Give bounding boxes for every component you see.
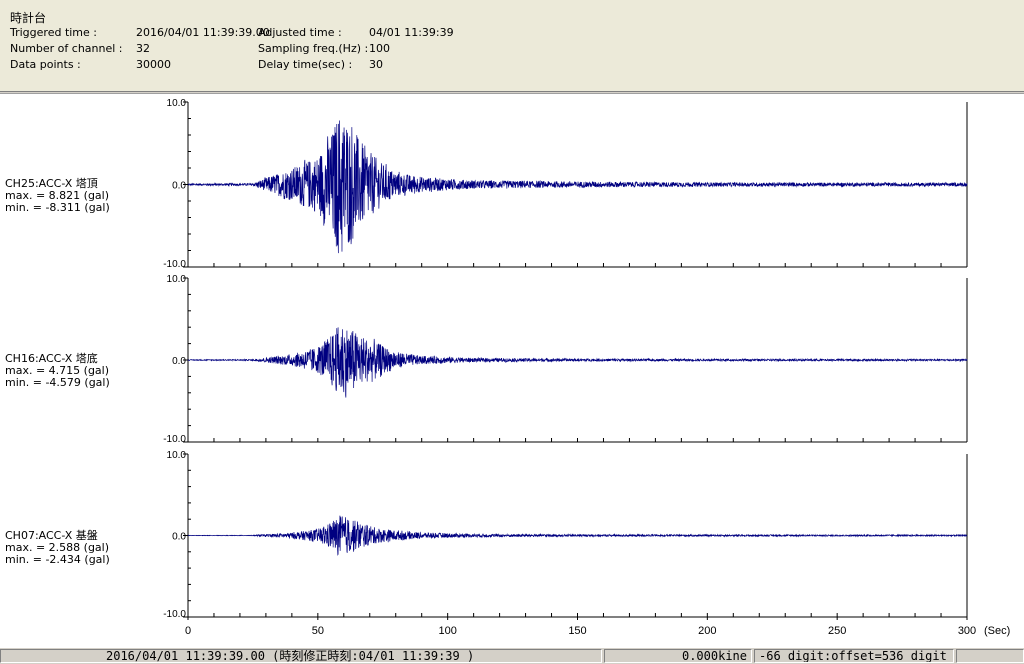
status-extra <box>956 649 1024 663</box>
y-tick-label: -10.0 <box>163 259 186 270</box>
status-offset: -66 digit:offset=536 digit <box>754 649 954 663</box>
y-tick-label: 0.0 <box>172 532 186 543</box>
x-tick-label: 150 <box>568 625 586 637</box>
status-bar: 2016/04/01 11:39:39.00 (時刻修正時刻:04/01 11:… <box>0 648 1024 664</box>
y-tick-label: 0.0 <box>172 181 186 192</box>
channel-count-label: Number of channel : <box>10 42 123 55</box>
station-title: 時計台 <box>10 11 47 25</box>
channel-max: max. = 4.715 (gal) <box>5 364 110 377</box>
sampling-freq-label: Sampling freq.(Hz) : <box>258 42 369 55</box>
adjusted-time-value: 04/01 11:39:39 <box>369 26 454 39</box>
triggered-time-label: Triggered time : <box>10 26 97 39</box>
sampling-freq-value: 100 <box>369 42 390 55</box>
trace-panel-2: 10.0 0.0 -10.0 <box>163 274 968 445</box>
data-points-label: Data points : <box>10 58 81 71</box>
x-tick-label: 200 <box>698 625 716 637</box>
y-tick-label: 10.0 <box>167 450 187 461</box>
delay-time-label: Delay time(sec) : <box>258 58 353 71</box>
y-tick-label: -10.0 <box>163 609 186 620</box>
status-time: 2016/04/01 11:39:39.00 (時刻修正時刻:04/01 11:… <box>0 649 602 663</box>
x-tick-label: 300 <box>958 625 976 637</box>
waveform-trace <box>187 120 968 254</box>
y-tick-label: 10.0 <box>167 98 187 109</box>
trace-panel-1: 10.0 0.0 -10.0 <box>163 98 968 270</box>
channel-min: min. = -2.434 (gal) <box>5 553 110 566</box>
waveform-trace <box>187 515 968 556</box>
channel-max: max. = 8.821 (gal) <box>5 189 110 202</box>
channel-min: min. = -8.311 (gal) <box>5 201 110 214</box>
x-axis-unit-label: (Sec) <box>984 625 1010 637</box>
channel-name: CH16:ACC-X 塔底 <box>5 352 98 365</box>
header-panel: 時計台 Triggered time : 2016/04/01 11:39:39… <box>0 0 1024 92</box>
x-tick-label: 0 <box>185 625 191 637</box>
y-tick-label: 0.0 <box>172 356 186 367</box>
waveform-chart: 10.0 0.0 -10.0 10.0 0.0 -10.0 10.0 0.0 -10.0 0 50 1… <box>163 98 1010 637</box>
status-velocity: 0.000kine <box>604 649 752 663</box>
channel-min: min. = -4.579 (gal) <box>5 376 110 389</box>
waveform-trace <box>187 327 968 398</box>
x-tick-label: 250 <box>828 625 846 637</box>
data-points-value: 30000 <box>136 58 171 71</box>
channel-info-3: CH07:ACC-X 基盤 max. = 2.588 (gal) min. = … <box>5 530 110 566</box>
waveform-plot-area[interactable]: 10.0 0.0 -10.0 10.0 0.0 -10.0 10.0 0.0 -10.0 0 50 1… <box>0 93 1024 649</box>
channel-info-1: CH25:ACC-X 塔頂 max. = 8.821 (gal) min. = … <box>5 178 110 214</box>
delay-time-value: 30 <box>369 58 383 71</box>
x-tick-label: 100 <box>438 625 456 637</box>
channel-count-value: 32 <box>136 42 150 55</box>
y-tick-label: -10.0 <box>163 434 186 445</box>
adjusted-time-label: Adjusted time : <box>258 26 342 39</box>
channel-name: CH07:ACC-X 基盤 <box>5 529 98 542</box>
channel-info-2: CH16:ACC-X 塔底 max. = 4.715 (gal) min. = … <box>5 353 110 389</box>
triggered-time-value: 2016/04/01 11:39:39.00 <box>136 26 270 39</box>
y-tick-label: 10.0 <box>167 274 187 285</box>
channel-name: CH25:ACC-X 塔頂 <box>5 177 98 190</box>
x-tick-label: 50 <box>312 625 324 637</box>
channel-max: max. = 2.588 (gal) <box>5 541 110 554</box>
trace-panel-3: 10.0 0.0 -10.0 <box>163 450 968 620</box>
